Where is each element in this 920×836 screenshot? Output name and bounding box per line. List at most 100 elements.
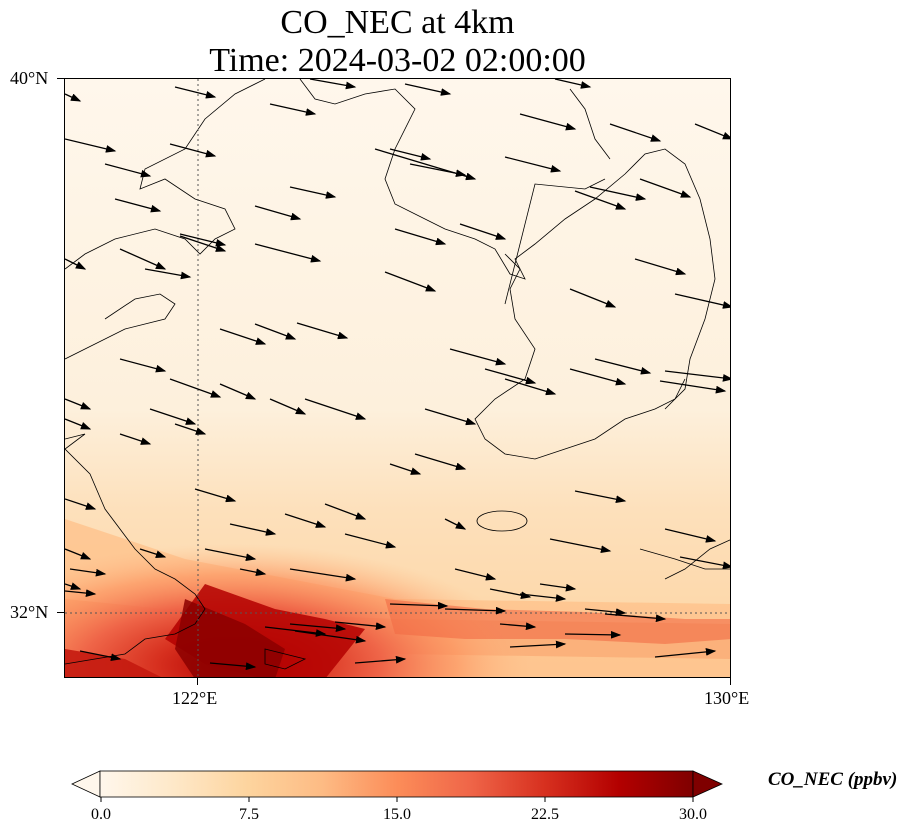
wind-vector <box>65 138 117 153</box>
wind-vector <box>149 408 197 425</box>
wind-vector <box>194 488 237 503</box>
wind-vector <box>304 398 367 420</box>
wind-vector <box>139 548 167 558</box>
wind-vector <box>104 163 152 178</box>
wind-vector <box>264 626 327 637</box>
wind-vector <box>604 613 667 623</box>
wind-vector <box>204 548 257 562</box>
concentration-core-west <box>65 649 161 677</box>
wind-vector <box>389 463 422 475</box>
wind-vector <box>334 621 387 630</box>
wind-vector <box>504 378 557 396</box>
colorbar-tick-30: 30.0 <box>679 806 707 823</box>
wind-vector <box>269 398 307 415</box>
map-title-line-1: CO_NEC at 4km <box>280 4 515 41</box>
wind-vector <box>239 568 267 577</box>
wind-vector <box>549 538 612 554</box>
wind-vector <box>569 368 627 386</box>
lon-tick-122 <box>197 678 198 685</box>
concentration-core <box>175 599 285 677</box>
wind-vector <box>654 648 717 658</box>
colorbar-tick-15: 15.0 <box>383 806 411 823</box>
colorbar-label: CO_NEC (ppbv) <box>768 769 898 790</box>
wind-vector <box>169 378 222 398</box>
wind-vector <box>284 513 327 528</box>
wind-vector <box>594 358 652 375</box>
lat-tick-40 <box>57 78 64 79</box>
wind-vector <box>564 630 622 639</box>
wind-vector <box>574 490 627 504</box>
wind-vector <box>119 248 167 270</box>
colorbar-max-extend <box>692 770 723 798</box>
lat-tick-32 <box>57 612 64 613</box>
wind-vector <box>484 368 537 385</box>
wind-vector <box>65 548 92 560</box>
wind-vector <box>404 83 452 96</box>
colorbar-gradient <box>99 770 694 798</box>
wind-vector <box>509 640 567 649</box>
lon-label-130: 130°E <box>704 688 750 708</box>
wind-vector <box>169 143 217 158</box>
wind-vector <box>179 235 227 252</box>
wind-vector <box>589 186 647 201</box>
wind-vector <box>119 358 167 373</box>
wind-vector <box>444 518 467 530</box>
wind-vector <box>424 408 477 426</box>
lon-tick-130 <box>730 678 731 685</box>
wind-vector <box>294 630 367 644</box>
wind-vector <box>454 568 497 581</box>
wind-vector <box>414 453 467 471</box>
colorbar-tick-7.5: 7.5 <box>239 806 259 823</box>
wind-vector <box>289 623 347 633</box>
colorbar-tick-0: 0.0 <box>91 806 111 823</box>
wind-vector <box>384 271 437 292</box>
wind-vector <box>174 423 207 435</box>
wind-vector <box>269 103 317 116</box>
wind-vector <box>114 198 162 213</box>
wind-vector <box>674 293 730 309</box>
wind-vector <box>65 398 92 410</box>
lon-label-122: 122°E <box>172 688 218 708</box>
wind-vector <box>664 370 730 382</box>
wind-vector <box>389 148 432 161</box>
wind-vector <box>324 503 367 520</box>
wind-vector <box>499 622 537 631</box>
wind-vector <box>79 650 122 662</box>
map-title-line-2: Time: 2024-03-02 02:00:00 <box>209 42 586 79</box>
wind-vectors <box>65 79 730 671</box>
wind-vector <box>296 322 349 340</box>
wind-vector <box>519 113 577 131</box>
wind-vector <box>459 223 507 240</box>
wind-vector <box>174 86 217 99</box>
wind-vector <box>389 601 449 610</box>
lat-label-40: 40°N <box>10 68 49 88</box>
wind-vector <box>449 348 507 366</box>
wind-vector <box>254 243 322 263</box>
wind-vector <box>254 323 297 340</box>
wind-vector <box>444 606 507 615</box>
wind-vector <box>504 156 562 173</box>
wind-vector <box>229 523 277 536</box>
lat-label-32: 32°N <box>10 602 49 622</box>
wind-vector <box>489 588 532 600</box>
wind-vector <box>65 582 82 590</box>
coastlines <box>65 79 730 670</box>
wind-vector <box>65 498 97 510</box>
wind-vector <box>65 589 97 597</box>
map-canvas <box>65 79 730 677</box>
wind-vector <box>289 186 337 199</box>
wind-vector <box>634 258 687 276</box>
wind-vector <box>574 190 627 210</box>
wind-vector <box>394 228 447 246</box>
wind-vector <box>289 568 357 582</box>
wind-vector <box>65 418 92 430</box>
wind-vector <box>354 655 407 664</box>
wind-vector <box>119 433 152 445</box>
wind-vector <box>664 528 717 543</box>
wind-vector <box>65 93 82 102</box>
wind-vector <box>65 258 87 270</box>
wind-vector <box>659 380 727 394</box>
wind-vector <box>569 288 617 308</box>
wind-vector <box>344 533 397 549</box>
wind-vector <box>219 383 257 400</box>
